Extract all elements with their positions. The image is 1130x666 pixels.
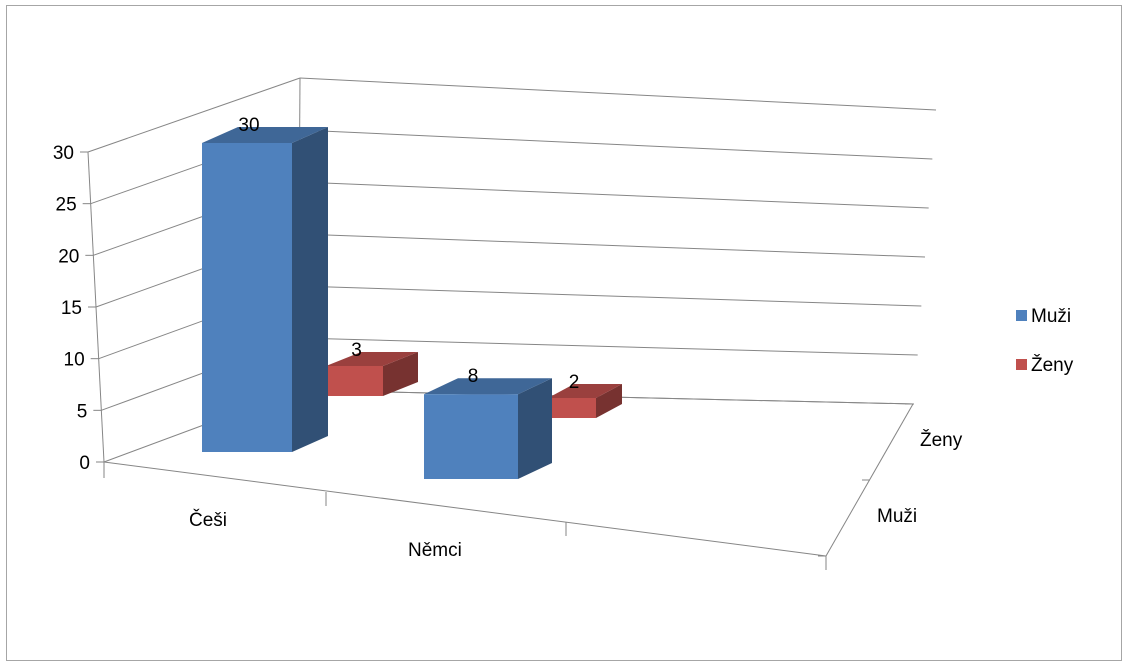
bar-side [596,384,622,418]
y-tick-label: 0 [79,453,90,474]
gridline [298,285,922,307]
bar-top [326,352,418,366]
bar-side [292,127,328,452]
bar-top [548,384,622,398]
legend-label: Ženy [1031,354,1074,376]
side-wall-line [87,77,301,153]
legend: Muži Ženy [1016,306,1074,376]
legend-swatch-muzi [1016,310,1027,321]
data-label: 3 [351,340,362,361]
y-axis-line [87,151,105,463]
bar-mui-1 [424,378,552,479]
gridline [299,129,933,160]
y-tick-label: 20 [58,246,79,267]
bar-front [326,366,383,396]
gridline [298,233,926,258]
depth-tick-label: Muži [877,506,917,527]
legend-swatch-zeny [1016,359,1027,370]
y-tick-label: 25 [56,195,77,216]
data-label: 30 [238,115,259,136]
bar-top [202,127,328,143]
bar-side [518,378,552,479]
gridline [299,77,937,111]
legend-label: Muži [1031,306,1071,327]
depth-tick-label: Ženy [920,429,963,451]
chart-area [6,5,1122,661]
y-tick-label: 10 [64,350,85,371]
gridline [298,337,918,356]
bar-eny-1 [548,384,622,418]
data-label: 8 [468,366,479,387]
bar-side [383,352,418,396]
bar-top [424,378,552,395]
bar-front [424,394,518,479]
gridline [299,181,929,209]
data-label: 2 [569,372,580,393]
x-axis-line [103,461,827,557]
bar-eny-0 [326,352,418,396]
y-tick-label: 15 [61,298,82,319]
y-tick-label: 30 [53,143,74,164]
y-tick-label: 5 [77,401,88,422]
x-tick-label: Češi [189,509,227,531]
bar-front [202,143,292,452]
bar-mui-0 [202,127,328,452]
bar-front [548,398,596,418]
x-tick-label: Němci [408,540,462,561]
